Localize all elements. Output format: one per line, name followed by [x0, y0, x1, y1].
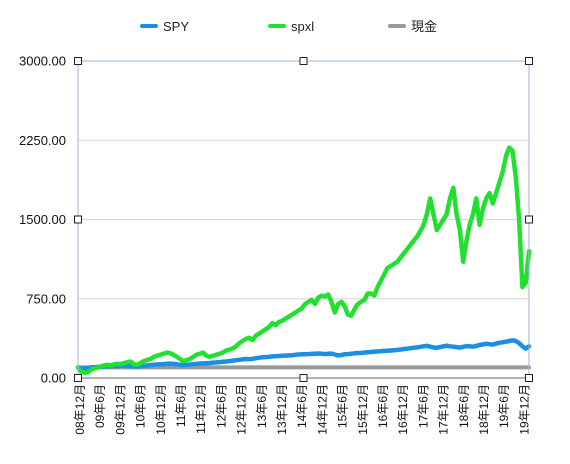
x-tick-label: 09年12月	[113, 384, 127, 435]
x-tick-label: 08年12月	[73, 384, 87, 435]
selection-handles[interactable]	[74, 57, 533, 382]
x-tick-label: 19年6月	[497, 384, 511, 428]
x-tick-label: 11年6月	[174, 384, 188, 427]
x-tick-label: 16年12月	[396, 384, 410, 435]
y-tick-label: 1500.00	[19, 212, 66, 227]
resize-handle[interactable]	[299, 57, 308, 65]
resize-handle[interactable]	[525, 374, 533, 382]
x-tick-label: 11年12月	[194, 384, 208, 434]
x-tick-label: 14年6月	[295, 384, 309, 428]
y-tick-label: 2250.00	[19, 133, 66, 148]
chart-x-axis: 08年12月 09年6月 09年12月 10年6月 10年12月 11年6月 11年12月 1…	[73, 384, 531, 435]
x-tick-label: 15年6月	[336, 384, 350, 428]
legend-label-0: SPY	[163, 19, 189, 34]
resize-handle[interactable]	[74, 374, 82, 382]
x-tick-label: 18年12月	[477, 384, 491, 435]
x-tick-label: 12年12月	[235, 384, 249, 435]
chart-gridlines	[78, 60, 529, 379]
legend-label-1: spxl	[291, 19, 314, 34]
x-tick-label: 18年6月	[457, 384, 471, 428]
series-line-spxl	[75, 145, 532, 375]
x-tick-label: 09年6月	[93, 384, 107, 428]
x-tick-label: 17年12月	[437, 384, 451, 435]
x-tick-label: 14年12月	[315, 384, 329, 435]
y-tick-label: 3000.00	[19, 54, 66, 69]
resize-handle[interactable]	[525, 215, 533, 224]
resize-handle[interactable]	[525, 57, 533, 65]
x-tick-label: 16年6月	[376, 384, 390, 428]
x-tick-label: 10年6月	[134, 384, 148, 428]
chart-legend: SPY spxl 現金	[140, 19, 437, 34]
x-tick-label: 17年6月	[416, 384, 430, 428]
legend-label-2: 現金	[411, 19, 437, 34]
resize-handle[interactable]	[74, 215, 82, 224]
x-tick-label: 19年12月	[517, 384, 531, 435]
series-line-SPY	[75, 338, 532, 371]
x-tick-label: 13年6月	[255, 384, 269, 428]
y-tick-label: 0.00	[41, 371, 66, 386]
x-tick-label: 15年12月	[356, 384, 370, 435]
chart-y-axis: 0.00 750.00 1500.00 2250.00 3000.00	[19, 54, 66, 386]
x-tick-label: 10年12月	[154, 384, 168, 435]
x-tick-label: 12年6月	[214, 384, 228, 428]
chart-series	[75, 145, 532, 375]
resize-handle[interactable]	[299, 374, 308, 382]
x-tick-label: 13年12月	[275, 384, 289, 435]
y-tick-label: 750.00	[26, 291, 66, 306]
resize-handle[interactable]	[74, 57, 82, 65]
